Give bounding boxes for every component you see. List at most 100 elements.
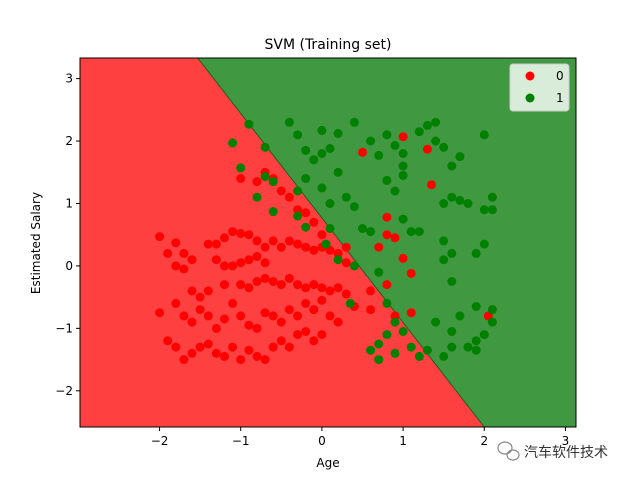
- point-class-1: [479, 239, 489, 249]
- point-class-0: [276, 242, 286, 252]
- point-class-0: [260, 258, 270, 268]
- point-class-0: [228, 227, 238, 237]
- point-class-1: [374, 355, 384, 365]
- point-class-1: [228, 138, 238, 148]
- point-class-1: [341, 192, 351, 202]
- point-class-1: [358, 224, 367, 233]
- point-class-1: [422, 345, 432, 355]
- point-class-1: [398, 170, 408, 180]
- point-class-0: [333, 283, 343, 293]
- point-class-0: [276, 186, 286, 196]
- point-class-0: [406, 308, 416, 318]
- point-class-0: [268, 277, 278, 286]
- point-class-0: [309, 280, 319, 290]
- point-class-0: [236, 355, 246, 365]
- point-class-0: [293, 330, 303, 340]
- point-class-0: [252, 351, 262, 361]
- point-class-1: [382, 175, 392, 185]
- point-class-0: [187, 348, 197, 358]
- plot-frame: [79, 57, 577, 428]
- point-class-0: [382, 230, 392, 240]
- y-tick-label: 3: [65, 72, 73, 86]
- point-class-1: [301, 222, 311, 232]
- point-class-0: [422, 144, 432, 154]
- point-class-0: [171, 342, 181, 352]
- point-class-0: [220, 280, 229, 290]
- point-class-0: [382, 280, 392, 290]
- point-class-0: [252, 277, 262, 286]
- point-class-1: [293, 211, 303, 221]
- point-class-0: [276, 336, 286, 346]
- point-class-1: [349, 202, 359, 212]
- point-class-1: [487, 317, 497, 327]
- point-class-0: [301, 208, 311, 218]
- point-class-0: [252, 177, 262, 187]
- point-class-0: [276, 280, 286, 290]
- point-class-1: [374, 267, 384, 277]
- y-tick-label: −1: [55, 321, 73, 335]
- point-class-0: [268, 311, 278, 321]
- y-tick-label: −2: [55, 384, 73, 398]
- point-class-0: [309, 336, 319, 346]
- legend-label-class-0: 0: [556, 69, 564, 83]
- point-class-0: [211, 255, 221, 265]
- point-class-1: [317, 125, 327, 135]
- point-class-0: [171, 238, 181, 248]
- x-tick-label: −1: [232, 434, 250, 448]
- point-class-1: [382, 330, 392, 340]
- point-class-1: [244, 119, 254, 129]
- x-tick-label: 0: [318, 434, 326, 448]
- legend-marker-class-0: [525, 71, 535, 81]
- point-class-0: [171, 298, 181, 308]
- point-class-0: [236, 311, 246, 321]
- point-class-0: [179, 248, 189, 258]
- point-class-0: [252, 252, 262, 261]
- point-class-0: [187, 255, 197, 265]
- y-tick-label: 1: [65, 196, 73, 210]
- point-class-0: [325, 311, 335, 321]
- point-class-1: [366, 345, 376, 355]
- point-class-1: [366, 136, 376, 146]
- point-class-0: [228, 298, 238, 308]
- point-class-0: [171, 261, 181, 271]
- point-class-1: [293, 130, 303, 140]
- point-class-0: [203, 286, 213, 296]
- chart-title: SVM (Training set): [264, 37, 391, 53]
- point-class-0: [284, 273, 294, 283]
- point-class-0: [228, 342, 238, 352]
- point-class-0: [163, 248, 173, 258]
- point-class-0: [325, 286, 335, 296]
- point-class-0: [366, 286, 376, 296]
- point-class-1: [479, 130, 489, 140]
- y-tick-label: 0: [65, 259, 73, 273]
- point-class-0: [260, 242, 270, 252]
- legend: 0 1: [509, 63, 570, 112]
- x-axis-ticks: −2 −1 0 1 2 3: [151, 427, 569, 448]
- point-class-1: [471, 345, 481, 355]
- point-class-0: [390, 233, 400, 243]
- point-class-0: [179, 264, 189, 274]
- point-class-0: [244, 283, 254, 293]
- point-class-0: [220, 261, 229, 271]
- point-class-1: [398, 161, 408, 171]
- point-class-0: [284, 305, 294, 315]
- point-class-1: [471, 302, 481, 311]
- point-class-0: [211, 239, 221, 249]
- point-class-1: [317, 149, 327, 158]
- point-class-1: [487, 192, 497, 202]
- watermark: 汽车软件技术: [497, 441, 608, 461]
- point-class-0: [244, 320, 254, 330]
- y-tick-label: 2: [65, 134, 73, 148]
- point-class-1: [374, 339, 384, 349]
- y-axis-ticks: −2 −1 0 1 2 3: [55, 72, 80, 398]
- point-class-1: [333, 129, 343, 138]
- point-class-0: [309, 217, 319, 227]
- point-class-0: [220, 314, 229, 324]
- point-class-0: [390, 311, 400, 321]
- point-class-1: [325, 144, 335, 153]
- point-class-1: [439, 255, 449, 265]
- point-class-0: [398, 132, 408, 142]
- point-class-0: [260, 308, 270, 318]
- point-class-1: [301, 174, 311, 183]
- point-class-0: [187, 317, 197, 327]
